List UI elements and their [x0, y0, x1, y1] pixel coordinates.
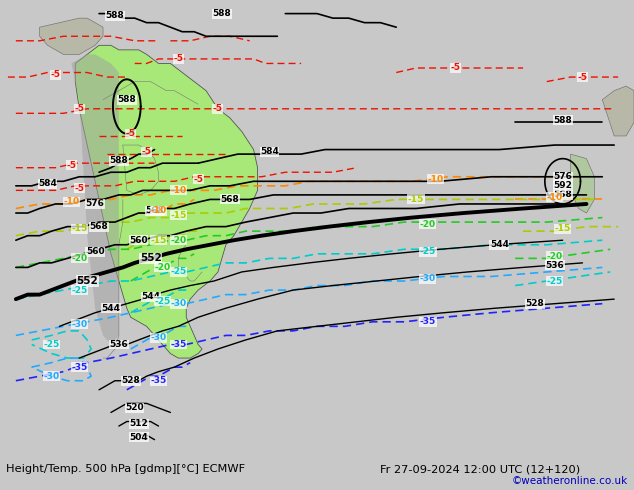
Text: -35: -35 [71, 363, 87, 371]
Polygon shape [75, 46, 257, 358]
Text: -10: -10 [150, 206, 167, 215]
Text: -15: -15 [408, 195, 424, 204]
Text: -5: -5 [213, 104, 223, 113]
Text: -30: -30 [171, 299, 186, 308]
Text: Fr 27-09-2024 12:00 UTC (12+120): Fr 27-09-2024 12:00 UTC (12+120) [380, 465, 581, 474]
Text: -5: -5 [74, 104, 84, 113]
Text: 588: 588 [212, 9, 231, 18]
Text: -30: -30 [71, 319, 87, 329]
Text: -5: -5 [67, 161, 76, 170]
Text: 528: 528 [121, 376, 140, 385]
Text: 528: 528 [526, 299, 545, 308]
Text: -25: -25 [420, 247, 436, 256]
Text: 568: 568 [89, 222, 108, 231]
Text: -25: -25 [43, 340, 60, 349]
Text: -20: -20 [547, 251, 563, 261]
Text: 584: 584 [38, 179, 57, 188]
Text: 552: 552 [139, 253, 162, 263]
Text: -5: -5 [173, 54, 183, 63]
Text: Height/Temp. 500 hPa [gdmp][°C] ECMWF: Height/Temp. 500 hPa [gdmp][°C] ECMWF [6, 465, 245, 474]
Text: -20: -20 [171, 236, 186, 245]
Polygon shape [602, 86, 634, 136]
Polygon shape [71, 54, 119, 344]
Text: 592: 592 [553, 181, 572, 190]
Text: 568: 568 [221, 195, 239, 204]
Text: -10: -10 [428, 174, 444, 184]
Text: -30: -30 [150, 333, 167, 342]
Text: -5: -5 [126, 129, 136, 138]
Text: -35: -35 [150, 376, 167, 385]
Text: -15: -15 [150, 236, 167, 245]
Text: -5: -5 [51, 70, 60, 79]
Text: 588: 588 [553, 116, 572, 124]
Text: -30: -30 [420, 274, 436, 283]
Text: -5: -5 [74, 184, 84, 193]
Text: 560: 560 [129, 236, 148, 245]
Text: 544: 544 [141, 293, 160, 301]
Polygon shape [39, 18, 103, 54]
Text: -15: -15 [71, 224, 87, 233]
Text: 576: 576 [86, 199, 105, 208]
Text: -25: -25 [71, 286, 87, 294]
Text: 520: 520 [126, 403, 144, 413]
Text: 576: 576 [553, 172, 572, 181]
Text: 512: 512 [129, 419, 148, 428]
Text: -20: -20 [155, 263, 171, 272]
Text: -20: -20 [420, 220, 436, 229]
Text: 536: 536 [545, 261, 564, 270]
Text: -35: -35 [170, 340, 186, 349]
Text: -5: -5 [193, 174, 203, 184]
Text: 560: 560 [86, 247, 105, 256]
Text: -5: -5 [578, 73, 588, 81]
Text: -15: -15 [170, 211, 186, 220]
Text: -15: -15 [555, 224, 571, 233]
Text: -10: -10 [547, 193, 563, 202]
Text: 568: 568 [145, 206, 164, 215]
Text: -5: -5 [141, 147, 152, 156]
Text: -5: -5 [451, 64, 461, 73]
Text: -30: -30 [44, 372, 60, 381]
Text: 588: 588 [105, 11, 124, 21]
Text: -25: -25 [170, 268, 186, 276]
Text: 544: 544 [101, 304, 120, 313]
Text: -25: -25 [547, 276, 563, 286]
Text: 588: 588 [110, 156, 128, 166]
Text: 504: 504 [129, 433, 148, 442]
Text: -25: -25 [154, 297, 171, 306]
Text: 552: 552 [76, 276, 98, 286]
Text: ©weatheronline.co.uk: ©weatheronline.co.uk [512, 476, 628, 486]
Text: -10: -10 [171, 186, 186, 195]
Text: -20: -20 [71, 254, 87, 263]
Text: 568: 568 [553, 191, 572, 199]
Text: 588: 588 [117, 95, 136, 104]
Text: 536: 536 [110, 340, 128, 349]
Text: 584: 584 [260, 147, 279, 156]
Text: -10: -10 [63, 197, 79, 206]
Text: -35: -35 [420, 318, 436, 326]
Text: 544: 544 [490, 240, 508, 249]
Polygon shape [571, 154, 595, 213]
